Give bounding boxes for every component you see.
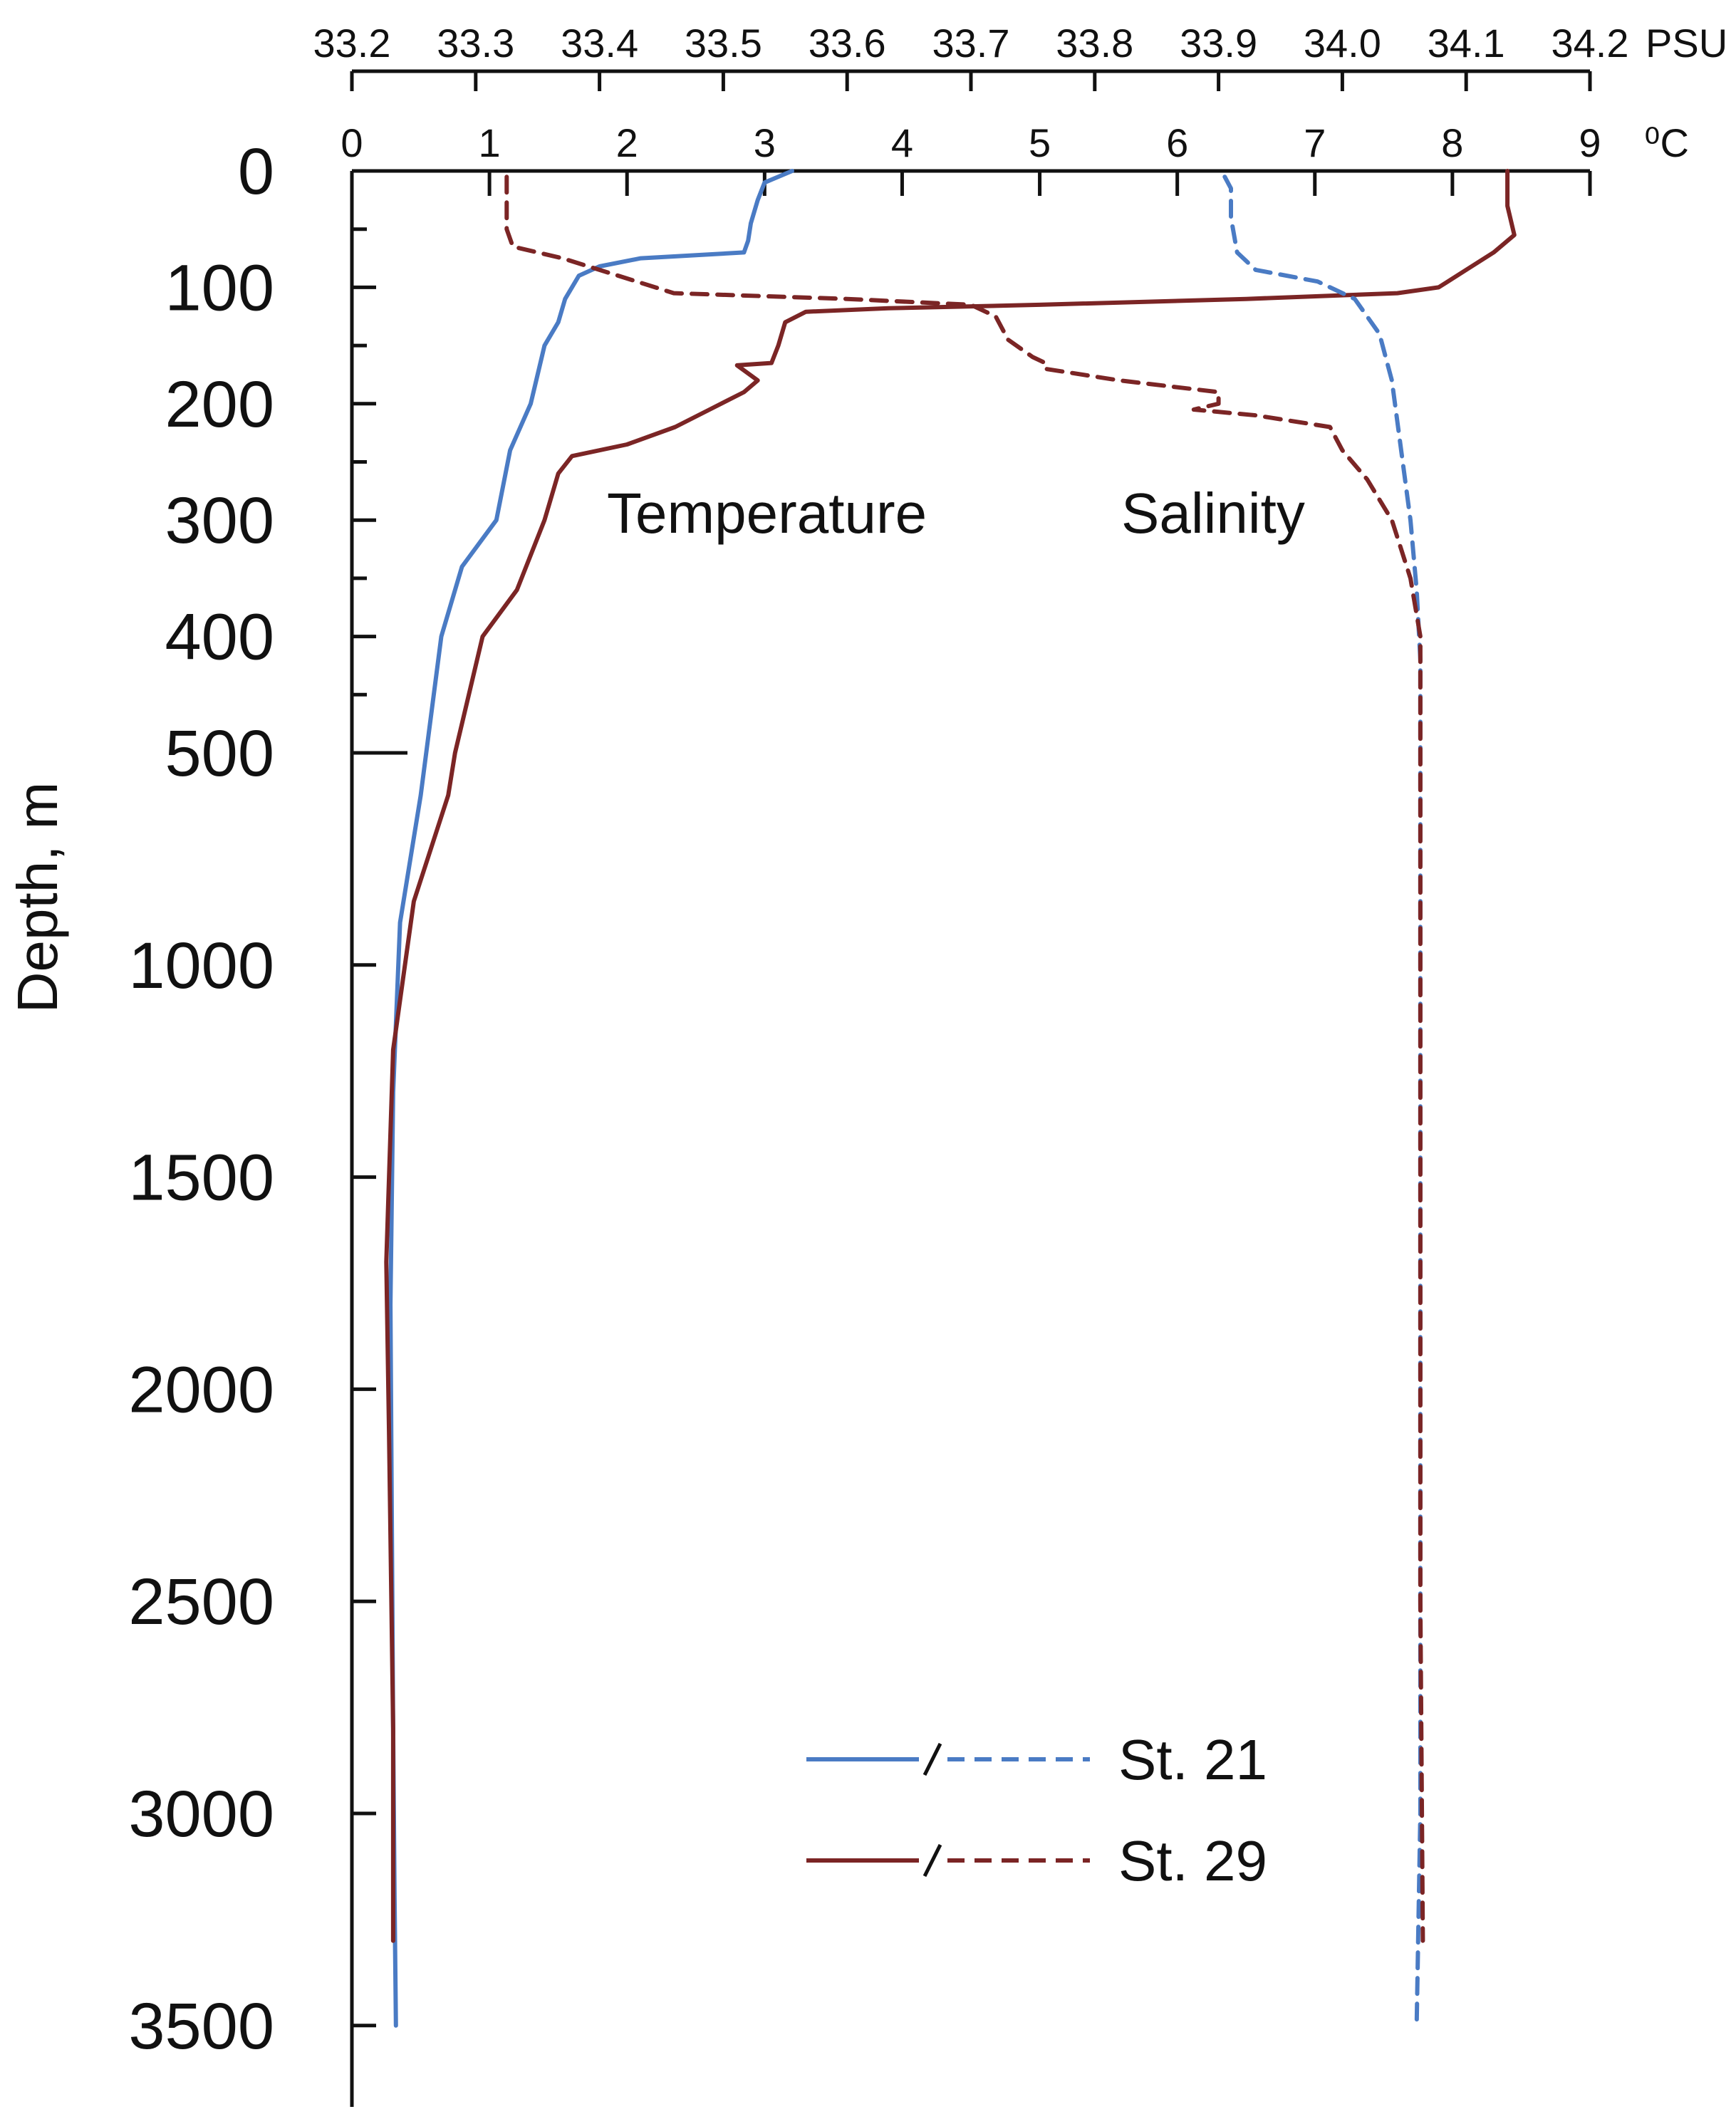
legend-st29-slash	[922, 1843, 942, 1878]
depth-tick-label: 0	[238, 135, 274, 208]
depth-tick-label: 3000	[128, 1778, 274, 1850]
temperature-ticks: 0 1 2 3 4 5 6 7 8 9	[341, 120, 1601, 196]
depth-tick-label: 1500	[128, 1142, 274, 1214]
legend-st29-label: St. 29	[1118, 1829, 1267, 1893]
depth-tick-label: 2000	[128, 1353, 274, 1426]
temperature-tick-label: 2	[616, 120, 638, 165]
temperature-tick-label: 0	[341, 120, 363, 165]
temperature-tick-label: 8	[1441, 120, 1463, 165]
salinity-unit-label: PSU	[1646, 21, 1727, 66]
salinity-tick-label: 33.9	[1180, 21, 1257, 66]
depth-tick-label: 400	[165, 601, 275, 674]
st-29-salinity-line	[504, 175, 1425, 1943]
depth-tick-label: 3500	[128, 1990, 274, 2063]
depth-axis-title: Depth, m	[6, 782, 69, 1014]
st-29-temperature-line	[384, 169, 1517, 1943]
salinity-tick-label: 34.0	[1304, 21, 1381, 66]
depth-ticks: 0 100 200 300 400 500 1000 1500 2000 2500 3000 3500	[128, 135, 376, 2063]
salinity-tick-label: 33.2	[313, 21, 391, 66]
temperature-unit-label: ⁰C	[1644, 120, 1689, 165]
depth-tick-label: 500	[165, 717, 275, 790]
salinity-ticks: 33.2 33.3 33.4 33.5 33.6 33.7 33.8 33.9 34.0 34.1…	[313, 21, 1629, 91]
legend: St. 21 St. 29	[806, 1728, 1267, 1893]
st-21-salinity-line	[1222, 175, 1423, 2028]
salinity-tick-label: 34.2	[1552, 21, 1629, 66]
salinity-tick-label: 33.8	[1056, 21, 1133, 66]
salinity-tick-label: 33.3	[437, 21, 514, 66]
depth-tick-label: 300	[165, 484, 275, 557]
depth-tick-label: 2500	[128, 1566, 274, 1638]
temperature-tick-label: 7	[1304, 120, 1326, 165]
depth-tick-label: 1000	[128, 930, 274, 1002]
salinity-tick-label: 34.1	[1428, 21, 1505, 66]
temperature-tick-label: 1	[479, 120, 501, 165]
salinity-tick-label: 33.4	[561, 21, 638, 66]
legend-st21-slash	[922, 1742, 942, 1776]
salinity-tick-label: 33.6	[809, 21, 886, 66]
temperature-annotation: Temperature	[607, 481, 927, 545]
temperature-tick-label: 9	[1579, 120, 1601, 165]
depth-tick-label: 100	[165, 251, 275, 324]
series-lines	[384, 169, 1517, 2028]
st-21-temperature-line	[388, 169, 794, 2028]
salinity-tick-label: 33.5	[685, 21, 762, 66]
salinity-annotation: Salinity	[1121, 481, 1305, 545]
temperature-tick-label: 3	[754, 120, 776, 165]
depth-tick-label: 200	[165, 368, 275, 441]
temperature-tick-label: 6	[1166, 120, 1188, 165]
legend-st21-label: St. 21	[1118, 1728, 1267, 1791]
temperature-tick-label: 5	[1029, 120, 1051, 165]
salinity-tick-label: 33.7	[932, 21, 1010, 66]
temperature-tick-label: 4	[891, 120, 913, 165]
